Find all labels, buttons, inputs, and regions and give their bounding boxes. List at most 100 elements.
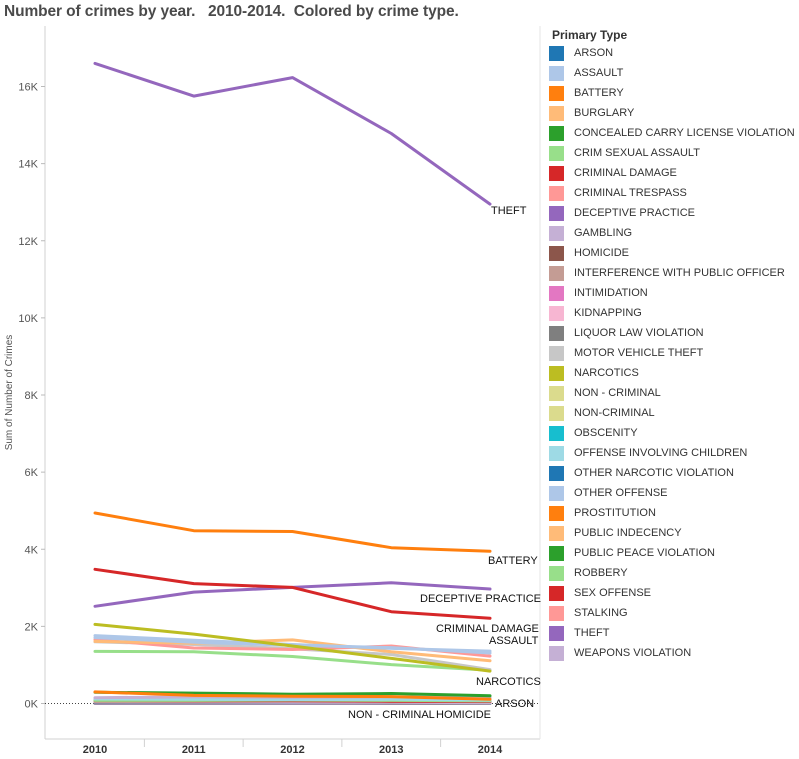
- legend-label: NON - CRIMINAL: [574, 387, 661, 399]
- y-axis-title: Sum of Number of Crimes: [4, 335, 15, 451]
- legend-label: CRIM SEXUAL ASSAULT: [574, 147, 700, 159]
- series-line-criminal-damage: [93, 567, 492, 620]
- legend-label: HOMICIDE: [574, 247, 629, 259]
- legend-swatch: [549, 65, 564, 81]
- legend-label: OBSCENITY: [574, 427, 638, 439]
- legend-label: OFFENSE INVOLVING CHILDREN: [574, 447, 748, 459]
- x-tick-label: 2010: [83, 744, 107, 756]
- legend-label: PUBLIC PEACE VIOLATION: [574, 547, 716, 559]
- legend-item[interactable]: HOMICIDE: [549, 243, 795, 263]
- y-tick-label: 4K: [25, 544, 39, 556]
- legend-item[interactable]: NON - CRIMINAL: [549, 383, 795, 403]
- legend-item[interactable]: PUBLIC INDECENCY: [549, 523, 795, 543]
- legend-label: WEAPONS VIOLATION: [574, 647, 692, 659]
- legend-label: OTHER OFFENSE: [574, 487, 668, 499]
- series-end-label: ASSAULT: [489, 635, 539, 647]
- legend-item[interactable]: CRIMINAL TRESPASS: [549, 183, 795, 203]
- legend-swatch: [549, 385, 564, 401]
- legend-label: NARCOTICS: [574, 367, 639, 379]
- legend-swatch: [549, 45, 564, 61]
- series-end-label: DECEPTIVE PRACTICE: [420, 593, 541, 605]
- series-line-battery: [93, 511, 492, 553]
- legend-swatch: [549, 365, 564, 381]
- legend-item[interactable]: NON-CRIMINAL: [549, 403, 795, 423]
- legend-swatch: [549, 625, 564, 641]
- legend-swatch: [549, 85, 564, 101]
- legend-item[interactable]: BATTERY: [549, 83, 795, 103]
- legend-item[interactable]: BURGLARY: [549, 103, 795, 123]
- legend-item[interactable]: CRIMINAL DAMAGE: [549, 163, 795, 183]
- y-tick-label: 14K: [18, 159, 38, 171]
- legend-label: INTERFERENCE WITH PUBLIC OFFICER: [574, 267, 785, 279]
- legend-item[interactable]: OFFENSE INVOLVING CHILDREN: [549, 443, 795, 463]
- legend-swatch: [549, 265, 564, 281]
- legend-item[interactable]: OTHER NARCOTIC VIOLATION: [549, 463, 795, 483]
- legend-item[interactable]: KIDNAPPING: [549, 303, 795, 323]
- legend-swatch: [549, 525, 564, 541]
- line-chart: 0K 2K 4K 6K 8K 10K 12K 14K 16K Sum of Number of C…: [4, 26, 541, 756]
- x-tick-label: 2012: [280, 744, 304, 756]
- legend-label: CRIMINAL TRESPASS: [574, 187, 687, 199]
- legend-swatch: [549, 585, 564, 601]
- legend-items: ARSON ASSAULT BATTERY BURGLARY CONCEALED CAR…: [549, 43, 795, 663]
- legend-item[interactable]: THEFT: [549, 623, 795, 643]
- legend-label: PROSTITUTION: [574, 507, 656, 519]
- x-tick-label: 2011: [182, 744, 206, 756]
- legend-item[interactable]: PUBLIC PEACE VIOLATION: [549, 543, 795, 563]
- legend-label: INTIMIDATION: [574, 287, 648, 299]
- legend-swatch: [549, 545, 564, 561]
- legend-item[interactable]: GAMBLING: [549, 223, 795, 243]
- y-tick-label: 8K: [25, 390, 39, 402]
- legend-item[interactable]: ASSAULT: [549, 63, 795, 83]
- y-tick-label: 0K: [25, 699, 39, 711]
- x-tick-label: 2013: [379, 744, 403, 756]
- series-line-theft: [93, 61, 492, 206]
- legend-item[interactable]: SEX OFFENSE: [549, 583, 795, 603]
- legend-label: BATTERY: [574, 87, 624, 99]
- legend-item[interactable]: MOTOR VEHICLE THEFT: [549, 343, 795, 363]
- legend-item[interactable]: OTHER OFFENSE: [549, 483, 795, 503]
- legend-swatch: [549, 185, 564, 201]
- legend-item[interactable]: WEAPONS VIOLATION: [549, 643, 795, 663]
- legend-item[interactable]: PROSTITUTION: [549, 503, 795, 523]
- legend-swatch: [549, 605, 564, 621]
- legend-item[interactable]: CONCEALED CARRY LICENSE VIOLATION: [549, 123, 795, 143]
- legend-item[interactable]: STALKING: [549, 603, 795, 623]
- legend-label: PUBLIC INDECENCY: [574, 527, 682, 539]
- legend-item[interactable]: LIQUOR LAW VIOLATION: [549, 323, 795, 343]
- legend-item[interactable]: ARSON: [549, 43, 795, 63]
- series-line-prostitution: [93, 690, 492, 701]
- legend-item[interactable]: ROBBERY: [549, 563, 795, 583]
- legend-item[interactable]: NARCOTICS: [549, 363, 795, 383]
- legend-swatch: [549, 425, 564, 441]
- x-tick-label: 2014: [478, 744, 503, 756]
- legend-swatch: [549, 325, 564, 341]
- series-line-burglary: [93, 638, 492, 663]
- legend-item[interactable]: CRIM SEXUAL ASSAULT: [549, 143, 795, 163]
- legend-swatch: [549, 505, 564, 521]
- y-tick-label: 16K: [18, 82, 38, 94]
- legend-label: DECEPTIVE PRACTICE: [574, 207, 696, 219]
- legend-swatch: [549, 645, 564, 661]
- legend-swatch: [549, 465, 564, 481]
- legend-title: Primary Type: [552, 28, 628, 42]
- legend-swatch: [549, 125, 564, 141]
- y-tick-label: 10K: [18, 313, 38, 325]
- legend-swatch: [549, 145, 564, 161]
- legend-label: ARSON: [574, 47, 614, 59]
- legend-label: MOTOR VEHICLE THEFT: [574, 347, 704, 359]
- legend-swatch: [549, 305, 564, 321]
- series-end-label: ARSON: [495, 698, 534, 710]
- legend-item[interactable]: INTIMIDATION: [549, 283, 795, 303]
- legend-label: STALKING: [574, 607, 628, 619]
- legend-label: GAMBLING: [574, 227, 633, 239]
- legend-swatch: [549, 345, 564, 361]
- legend-swatch: [549, 205, 564, 221]
- legend-swatch: [549, 165, 564, 181]
- legend-item[interactable]: DECEPTIVE PRACTICE: [549, 203, 795, 223]
- y-tick-label: 2K: [25, 621, 39, 633]
- legend-item[interactable]: INTERFERENCE WITH PUBLIC OFFICER: [549, 263, 795, 283]
- y-tick-label: 12K: [18, 236, 38, 248]
- legend-item[interactable]: OBSCENITY: [549, 423, 795, 443]
- legend-swatch: [549, 225, 564, 241]
